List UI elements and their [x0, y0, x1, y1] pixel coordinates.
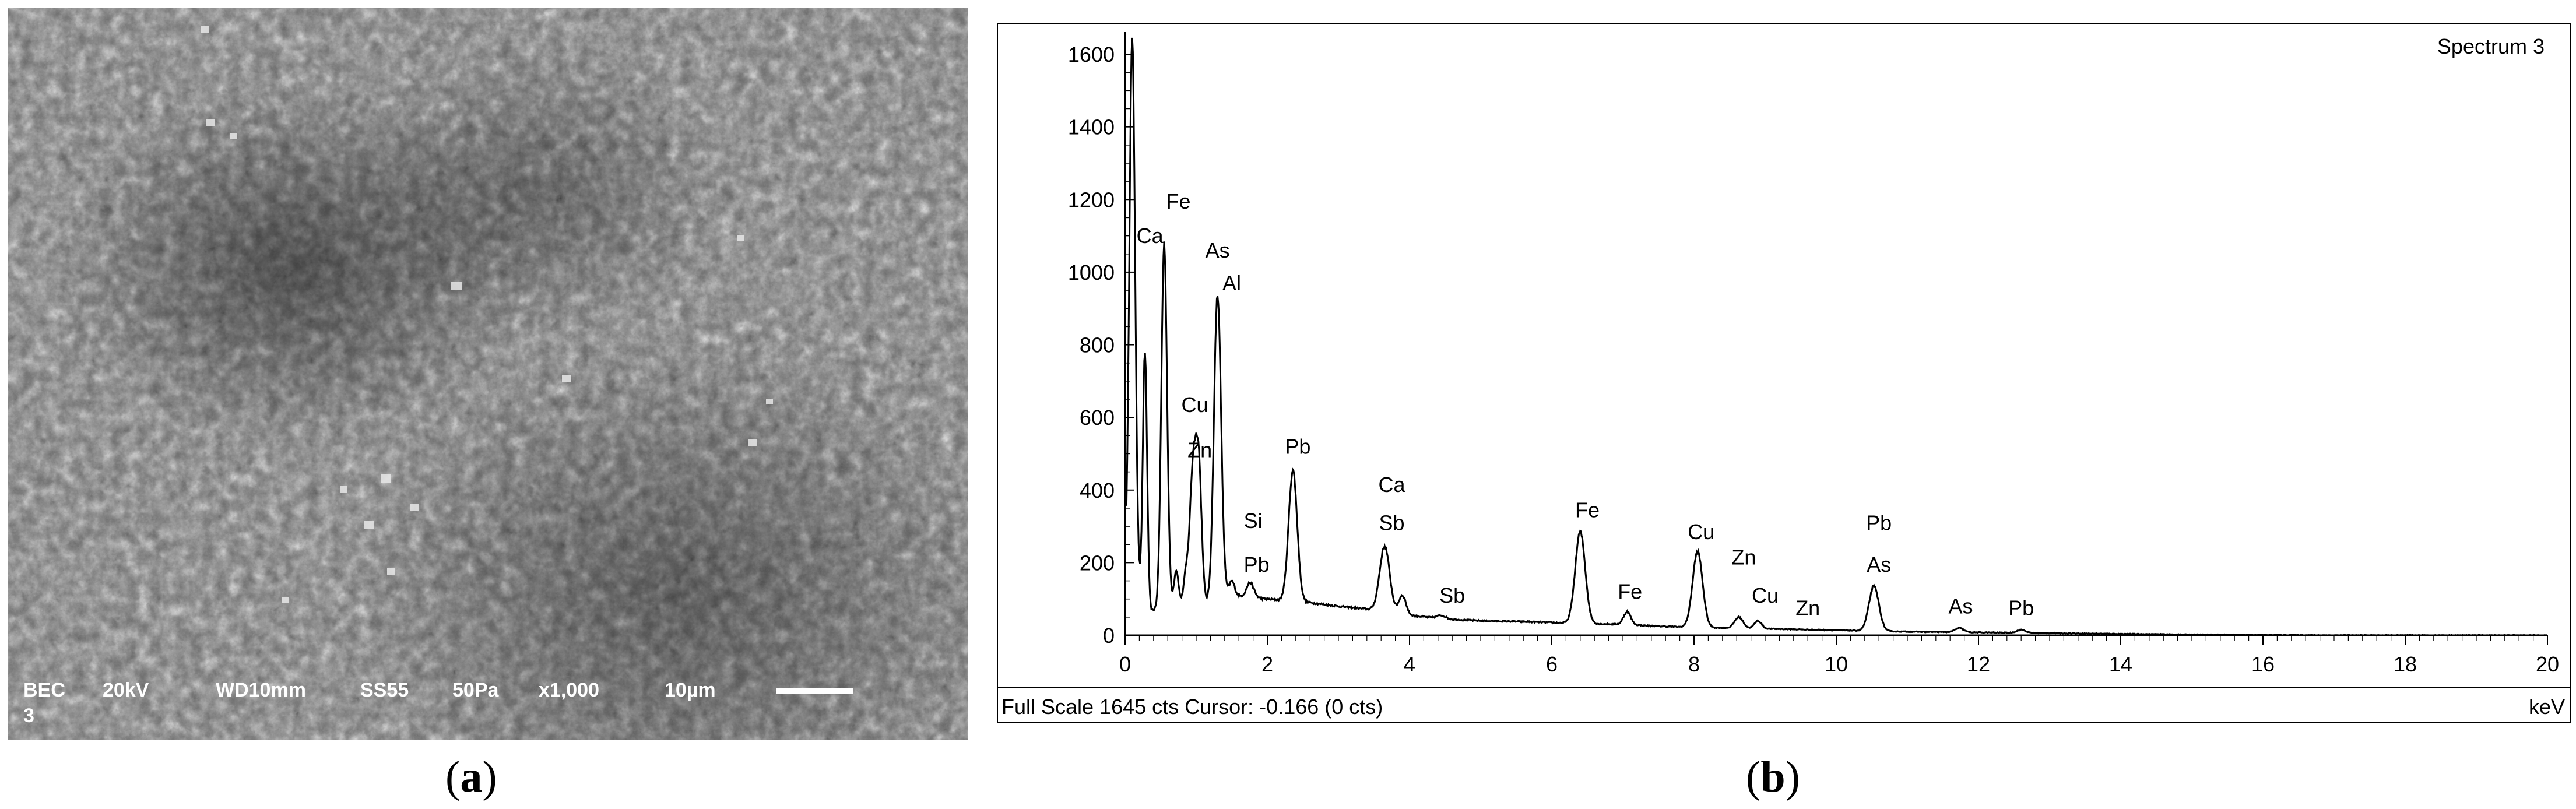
peak-label: As: [1867, 553, 1891, 576]
caption-b-letter: b: [1760, 752, 1786, 801]
peak-label: Sb: [1439, 583, 1465, 607]
peak-label: Pb: [1244, 553, 1270, 576]
x-tick-label: 18: [2394, 652, 2417, 676]
x-axis-label: keV: [2529, 695, 2565, 719]
sem-mode-line2: 3: [23, 705, 34, 727]
peak-label: Si: [1244, 509, 1263, 533]
chart-footer: Full Scale 1645 cts Cursor: -0.166 (0 ct…: [1001, 695, 1383, 719]
y-tick-label: 0: [1103, 624, 1115, 648]
y-tick-label: 200: [1080, 551, 1115, 575]
chart-title: Spectrum 3: [2437, 34, 2545, 58]
x-tick-label: 0: [1119, 652, 1131, 676]
y-tick-label: 1200: [1068, 188, 1115, 212]
sem-spot-size: SS55: [360, 679, 409, 701]
peak-label: Ca: [1137, 224, 1164, 248]
y-tick-label: 800: [1080, 333, 1115, 357]
spectrum-series-line: [1125, 37, 2547, 636]
peak-label: Cu: [1688, 520, 1714, 544]
x-tick-label: 16: [2251, 652, 2275, 676]
chart-frame: [997, 23, 2571, 723]
peak-label: Pb: [2008, 596, 2034, 620]
sem-scale-label: 10µm: [665, 679, 716, 701]
peak-label: Ca: [1378, 473, 1405, 497]
eds-spectrum-chart: 0 200 400 600 800 1000 1200 1400 1600 0 2 4 6 8 10 12 14…: [997, 23, 2571, 723]
x-tick-label: 10: [1825, 652, 1848, 676]
peak-label: Fe: [1618, 580, 1642, 604]
y-tick-label: 1000: [1068, 261, 1115, 284]
peak-label: Zn: [1187, 438, 1212, 462]
peak-label: Al: [1222, 271, 1241, 295]
peak-label: As: [1948, 595, 1973, 618]
peak-label: Pb: [1866, 511, 1892, 534]
x-tick-label: 12: [1967, 652, 1990, 676]
sem-pressure: 50Pa: [452, 679, 499, 701]
peak-label: Fe: [1575, 498, 1600, 522]
y-tick-label: 1600: [1068, 43, 1115, 66]
x-tick-label: 4: [1404, 652, 1415, 676]
caption-b: (b): [1746, 752, 1800, 801]
sem-mode: BEC: [23, 679, 65, 701]
caption-a: (a): [445, 752, 497, 801]
x-tick-label: 14: [2109, 652, 2132, 676]
caption-a-letter: a: [460, 752, 483, 801]
sem-texture: [8, 8, 968, 740]
y-tick-label: 400: [1080, 479, 1115, 502]
peak-label: Cu: [1752, 583, 1779, 607]
peak-label: Pb: [1285, 434, 1310, 458]
y-tick-label: 600: [1080, 406, 1115, 430]
x-tick-label: 6: [1546, 652, 1558, 676]
peak-label: Cu: [1182, 393, 1208, 417]
sem-magnification: x1,000: [539, 679, 599, 701]
sem-micrograph: BEC 3 20kV WD10mm SS55 50Pa x1,000 10µm: [8, 8, 968, 740]
peak-label: Fe: [1166, 189, 1190, 213]
x-tick-label: 2: [1261, 652, 1273, 676]
peak-label: Zn: [1731, 545, 1756, 569]
sem-voltage: 20kV: [103, 679, 149, 701]
scale-bar: [776, 688, 853, 694]
sem-working-distance: WD10mm: [216, 679, 306, 701]
x-tick-label: 20: [2536, 652, 2559, 676]
peak-label: As: [1206, 238, 1230, 262]
y-tick-label: 1400: [1068, 115, 1115, 139]
x-tick-label: 8: [1688, 652, 1700, 676]
peak-label: Sb: [1379, 511, 1404, 534]
peak-label: Zn: [1795, 596, 1820, 620]
